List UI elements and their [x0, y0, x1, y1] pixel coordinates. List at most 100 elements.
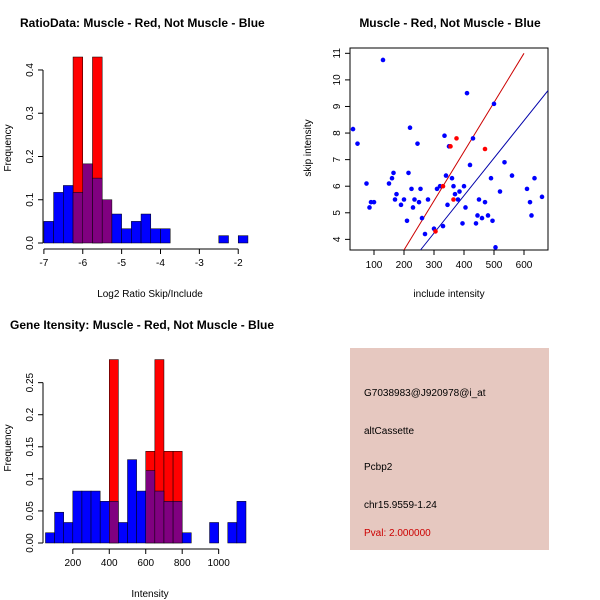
intensity-not-muscle-bar [172, 501, 183, 544]
not-muscle-point [473, 221, 479, 226]
ratio-x-tick-label: -4 [156, 258, 165, 269]
intensity-not-muscle-bar [81, 490, 92, 544]
intensity-not-muscle-bar [109, 501, 119, 544]
not-muscle-point [443, 173, 449, 178]
not-muscle-point [412, 197, 417, 202]
intensity-not-muscle-bar [72, 490, 83, 544]
ratio-not-muscle-bar [150, 228, 161, 244]
intensity-not-muscle-bar [181, 532, 192, 544]
ratio-x-tick-label: -7 [39, 258, 48, 269]
intensity-y-tick-label: 0.25 [25, 372, 36, 392]
scatter-x-tick-label: 200 [396, 260, 413, 271]
intensity-y-tick-label: 0.1 [25, 471, 36, 485]
ratio-x-tick-label: -6 [78, 258, 87, 269]
not-muscle-point [401, 197, 407, 202]
muscle-point [433, 229, 438, 234]
info-box [350, 348, 549, 550]
intensity-chart-title: Gene Itensity: Muscle - Red, Not Muscle … [10, 318, 274, 332]
not-muscle-point [389, 175, 395, 181]
not-muscle-point [350, 126, 356, 132]
not-muscle-point [455, 197, 461, 202]
intensity-not-muscle-bar [236, 501, 247, 544]
not-muscle-point [391, 170, 396, 176]
not-muscle-point [419, 215, 425, 221]
scatter-plot-box [349, 47, 549, 251]
intensity-x-tick-label: 200 [64, 558, 81, 569]
ratio-histogram-panel: RatioData: Muscle - Red, Not Muscle - Bl… [3, 16, 265, 300]
ratio-bars [43, 56, 249, 244]
not-muscle-point [407, 125, 413, 131]
intensity-not-muscle-bar [45, 532, 55, 544]
ratio-y-tick-label: 0.0 [25, 236, 36, 250]
not-muscle-point [451, 183, 456, 189]
scatter-axes: 100 200 300 400 500 600 4 5 6 7 8 9 10 11 [332, 48, 533, 271]
not-muscle-point [482, 199, 488, 205]
ratio-y-tick-label: 0.1 [25, 192, 36, 206]
ratio-not-muscle-bar [82, 163, 93, 244]
not-muscle-point [452, 191, 458, 197]
ratio-y-tick-label: 0.3 [25, 106, 36, 120]
intensity-y-tick-label: 0.15 [25, 437, 36, 457]
not-muscle-point [442, 133, 447, 139]
scatter-y-tick-label: 11 [332, 48, 343, 59]
not-muscle-point [386, 181, 392, 186]
not-muscle-point [491, 101, 497, 107]
intensity-not-muscle-bar [127, 459, 137, 544]
intensity-y-axis-label: Frequency [3, 424, 14, 471]
scatter-panel: Muscle - Red, Not Muscle - Blue include … [303, 16, 549, 300]
ratio-not-muscle-bar [92, 177, 103, 244]
not-muscle-point [529, 213, 534, 218]
ratio-not-muscle-bar [131, 221, 142, 244]
intensity-not-muscle-bar [99, 501, 110, 544]
ratio-not-muscle-bar [101, 199, 113, 244]
muscle-point [448, 144, 453, 149]
intensity-bars [45, 359, 247, 544]
scatter-x-tick-label: 400 [456, 260, 473, 271]
scatter-y-tick-label: 10 [332, 74, 343, 86]
not-muscle-point [355, 141, 360, 146]
not-muscle-point [502, 159, 507, 165]
not-muscle-point [509, 173, 515, 178]
not-muscle-point [470, 136, 476, 141]
not-muscle-point [476, 197, 482, 202]
not-muscle-point [418, 186, 423, 192]
red-fit-line [403, 53, 525, 251]
not-muscle-point [449, 175, 455, 181]
ratio-not-muscle-bar [218, 235, 229, 244]
intensity-not-muscle-bar [227, 522, 238, 544]
not-muscle-point [497, 189, 503, 194]
not-muscle-point [394, 191, 399, 197]
scatter-y-tick-label: 9 [332, 103, 343, 109]
blue-fit-line [420, 90, 549, 251]
not-muscle-point [467, 162, 473, 168]
muscle-point [440, 183, 446, 189]
ratio-not-muscle-bar [43, 221, 54, 244]
intensity-x-tick-label: 600 [137, 558, 154, 569]
scatter-x-tick-label: 100 [366, 260, 383, 271]
not-muscle-point [524, 186, 530, 192]
not-muscle-point [409, 186, 414, 192]
ratio-not-muscle-bar [121, 228, 132, 244]
not-muscle-point [406, 170, 411, 176]
scatter-points [350, 57, 545, 250]
ratio-not-muscle-bar [53, 192, 64, 244]
intensity-not-muscle-bar [145, 470, 156, 544]
scatter-y-tick-label: 6 [332, 183, 343, 189]
not-muscle-point [422, 231, 428, 237]
scatter-y-tick-label: 7 [332, 156, 343, 162]
pval: Pval: 2.000000 [364, 528, 431, 539]
ratio-x-tick-label: -5 [117, 258, 126, 269]
not-muscle-point [425, 197, 431, 202]
ratio-not-muscle-bar [160, 228, 171, 244]
not-muscle-point [485, 213, 491, 218]
ratio-x-tick-label: -3 [195, 258, 204, 269]
muscle-point [454, 136, 459, 141]
not-muscle-point [416, 199, 422, 205]
not-muscle-point [380, 57, 386, 63]
not-muscle-point [457, 189, 462, 194]
scatter-x-axis-label: include intensity [413, 289, 484, 300]
intensity-y-tick-label: 0.00 [25, 533, 36, 553]
scatter-chart-title: Muscle - Red, Not Muscle - Blue [359, 16, 541, 30]
intensity-x-tick-label: 800 [174, 558, 191, 569]
not-muscle-point [490, 218, 495, 224]
